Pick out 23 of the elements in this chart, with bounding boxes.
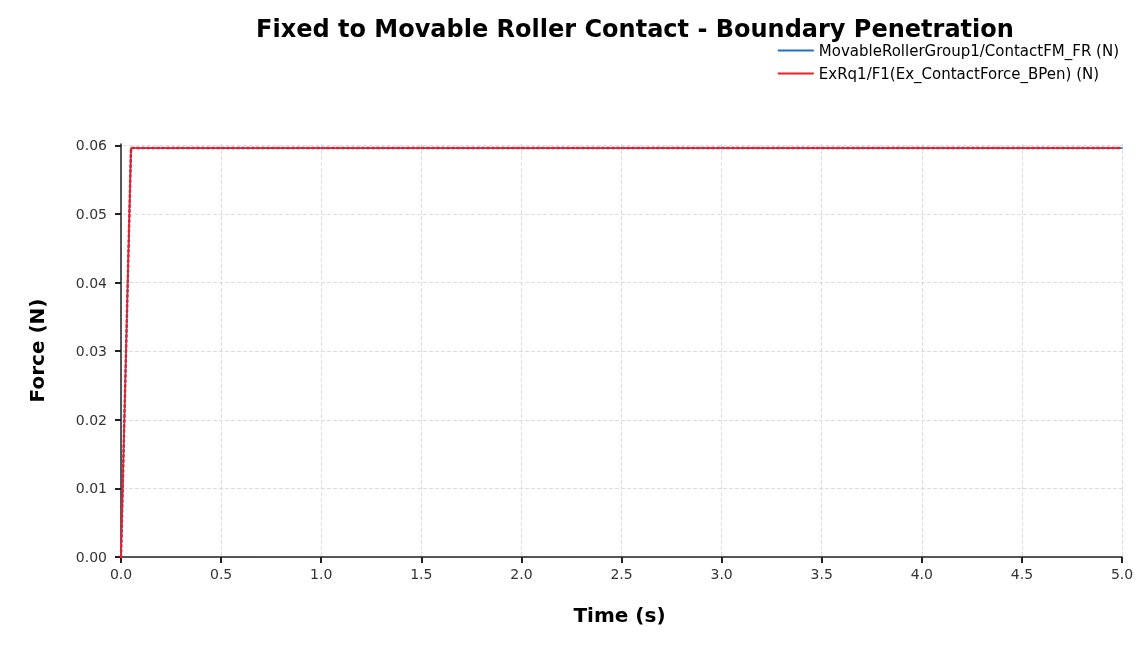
x-tick-label: 1.0 [310,566,333,582]
x-axis-title: Time (s) [573,603,666,627]
x-tick-label: 0.0 [109,566,133,582]
x-tick-label: 0.5 [209,566,233,582]
y-tick-label: 0.05 [75,205,107,222]
y-tick-label: 0.04 [75,274,108,291]
y-axis-title: Force (N) [25,298,49,403]
x-tick-label: 3.5 [810,566,833,582]
chart-title: Fixed to Movable Roller Contact - Boundary Penetration [256,15,1014,43]
y-tick-label: 0.02 [75,411,107,428]
y-tick-label: 0.01 [75,480,107,497]
legend-label: MovableRollerGroup1/ContactFM_FR (N) [818,41,1120,61]
x-tick-label: 3.0 [710,566,733,582]
x-tick-label: 4.5 [1010,566,1034,582]
y-tick-label: 0.06 [75,137,108,154]
x-tick-label: 2.0 [510,566,533,582]
x-tick-label: 5.0 [1110,566,1134,582]
x-tick-label: 1.5 [410,566,433,582]
x-tick-label: 4.0 [910,566,933,582]
y-tick-label: 0.00 [75,549,107,565]
legend-label: ExRq1/F1(Ex_ContactForce_BPen) (N) [818,64,1100,84]
x-tick-label: 2.5 [610,566,633,582]
y-tick-label: 0.03 [75,343,107,360]
